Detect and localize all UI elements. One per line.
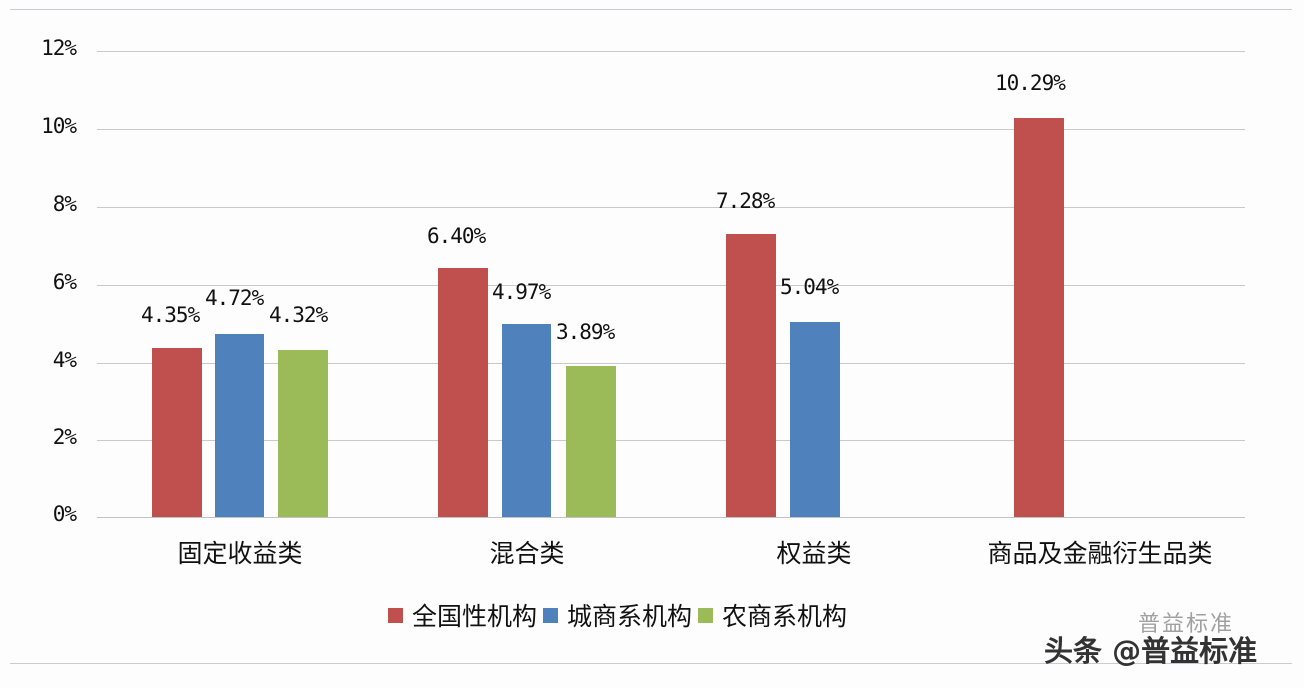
x-axis-line — [97, 517, 1245, 518]
bar-fixed-income-national — [152, 348, 202, 517]
y-tick-4: 4% — [52, 348, 77, 372]
frame-bottom-border — [10, 663, 1292, 664]
y-tick-12: 12% — [41, 36, 77, 60]
gridline-12 — [97, 51, 1245, 52]
label-commodity-national: 10.29% — [995, 71, 1066, 95]
legend-swatch-red-icon — [388, 607, 403, 623]
legend-item-city: 城商系机构 — [543, 597, 692, 633]
bar-fixed-income-city — [215, 334, 264, 517]
bar-fixed-income-rural — [278, 350, 328, 517]
label-equity-city: 5.04% — [780, 275, 839, 299]
legend: 全国性机构 城商系机构 农商系机构 — [388, 598, 853, 632]
x-label-mixed: 混合类 — [489, 539, 565, 568]
bar-commodity-national — [1014, 118, 1064, 517]
legend-label-city: 城商系机构 — [567, 602, 693, 631]
legend-label-national: 全国性机构 — [412, 602, 538, 631]
legend-item-national: 全国性机构 — [388, 597, 537, 633]
gridline-8 — [97, 207, 1245, 208]
bar-mixed-rural — [566, 366, 616, 517]
label-fixed-income-rural: 4.32% — [269, 303, 328, 327]
gridline-2 — [97, 440, 1245, 441]
watermark-ghost-text: 普益标准 — [1138, 612, 1235, 637]
gridline-6 — [97, 285, 1245, 286]
y-tick-6: 6% — [52, 270, 77, 294]
legend-swatch-blue-icon — [543, 607, 559, 623]
watermark-text: 头条 @普益标准 — [1044, 634, 1258, 668]
label-mixed-city: 4.97% — [492, 280, 551, 304]
label-fixed-income-city: 4.72% — [205, 286, 264, 310]
bar-mixed-national — [438, 268, 488, 517]
label-mixed-rural: 3.89% — [556, 320, 615, 344]
bar-mixed-city — [502, 324, 551, 517]
legend-label-rural: 农商系机构 — [722, 602, 848, 631]
bar-equity-city — [790, 322, 840, 517]
frame-top-border — [10, 9, 1292, 10]
legend-swatch-green-icon — [698, 607, 714, 623]
x-label-commodity: 商品及金融衍生品类 — [987, 539, 1213, 568]
label-mixed-national: 6.40% — [427, 224, 486, 248]
bar-equity-national — [726, 234, 776, 517]
gridline-10 — [97, 129, 1245, 130]
y-tick-10: 10% — [41, 114, 77, 138]
label-equity-national: 7.28% — [716, 189, 775, 213]
y-tick-2: 2% — [52, 425, 77, 449]
label-fixed-income-national: 4.35% — [141, 303, 200, 327]
legend-item-rural: 农商系机构 — [698, 597, 847, 633]
x-label-equity: 权益类 — [776, 539, 852, 568]
x-label-fixed-income: 固定收益类 — [177, 539, 303, 568]
y-tick-0: 0% — [52, 502, 77, 526]
gridline-4 — [97, 363, 1245, 364]
y-tick-8: 8% — [52, 192, 77, 216]
